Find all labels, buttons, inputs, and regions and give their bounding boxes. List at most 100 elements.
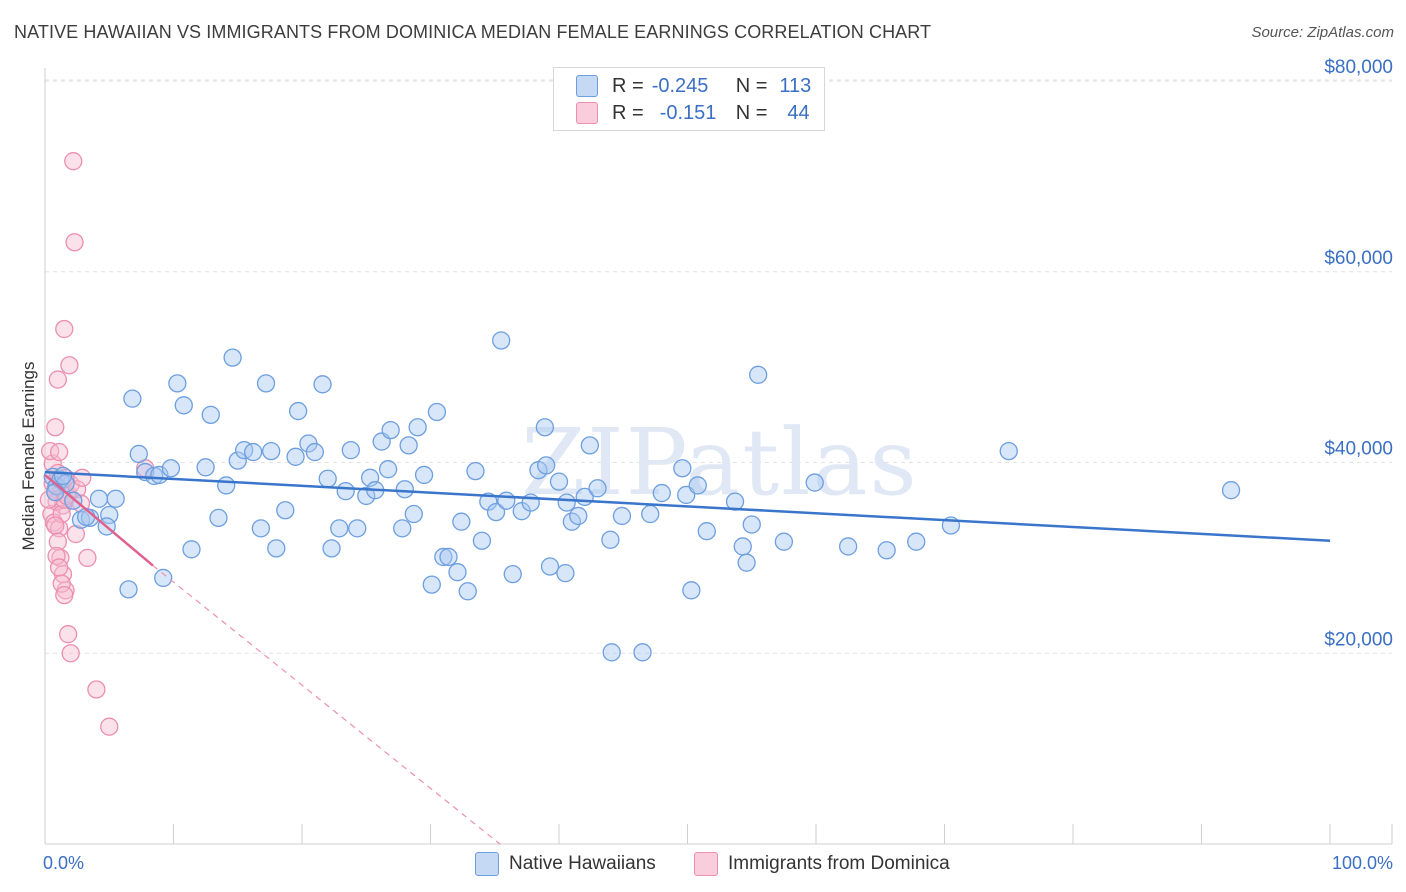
native-hawaiian-point: [427, 402, 447, 422]
n-value: 113: [779, 74, 812, 97]
native-hawaiian-point: [588, 479, 607, 498]
n-value: 44: [787, 101, 810, 124]
native-hawaiian-point: [414, 465, 434, 485]
native-hawaiian-point: [168, 374, 187, 393]
legend-row-dominica: R = -0.151 N = 44: [576, 100, 810, 126]
native-hawaiian-point: [749, 365, 768, 384]
n-label: N =: [735, 74, 768, 97]
native-hawaiian-point: [688, 476, 707, 495]
native-hawaiian-point: [733, 537, 752, 556]
native-hawaiian-point: [106, 489, 125, 508]
native-hawaiian-point: [580, 436, 599, 455]
native-hawaiian-point: [877, 541, 896, 560]
native-hawaiian-point: [154, 568, 173, 588]
dominica-point: [67, 480, 87, 499]
legend-label: Native Hawaiians: [509, 853, 656, 874]
dominica-trendline: [44, 473, 154, 567]
native-hawaiian-point: [999, 441, 1018, 461]
native-hawaiian-point: [486, 502, 506, 522]
native-hawaiian-point: [123, 389, 142, 408]
native-hawaiian-point: [161, 459, 181, 478]
pink-swatch-icon: [694, 852, 718, 876]
native-hawaiian-point: [244, 442, 263, 462]
native-hawaiian-point: [129, 444, 148, 464]
r-value: -0.245: [651, 74, 709, 97]
native-hawaiian-point: [209, 508, 228, 527]
native-hawaiian-point: [251, 519, 271, 538]
native-hawaiian-point: [404, 504, 423, 524]
native-hawaiian-point: [262, 441, 281, 461]
blue-swatch-icon: [475, 852, 499, 876]
native-hawaiian-point: [322, 539, 341, 558]
native-hawaiian-point: [448, 563, 467, 582]
native-hawaiian-point: [286, 447, 305, 466]
blue-swatch-icon: [576, 75, 598, 97]
y-tick-label: $60,000: [1324, 248, 1393, 269]
native-hawaiian-point: [196, 458, 215, 477]
dominica-point: [46, 418, 65, 437]
native-hawaiian-point: [71, 510, 91, 529]
dominica-point: [46, 516, 65, 535]
native-hawaiian-point: [472, 531, 492, 550]
source-label: Source: ZipAtlas.com: [1251, 24, 1394, 41]
dominica-point: [66, 524, 85, 544]
native-hawaiian-point: [497, 491, 516, 510]
native-hawaiian-point: [537, 456, 556, 475]
correlation-legend: R = -0.245 N = 113 R = -0.151 N = 44: [553, 67, 825, 131]
native-hawaiian-point: [408, 418, 427, 437]
native-hawaiian-point: [174, 396, 193, 415]
native-hawaiian-point: [217, 476, 236, 495]
native-hawaiian-point: [305, 442, 325, 462]
dominica-point: [52, 504, 71, 524]
native-hawaiian-point: [381, 420, 400, 440]
native-hawaiian-point: [601, 530, 620, 549]
dominica-point: [61, 644, 80, 663]
native-hawaiian-point: [100, 505, 119, 525]
dominica-point: [49, 558, 69, 577]
native-hawaiian-trendline: [44, 470, 1331, 542]
native-hawaiian-point: [256, 374, 276, 393]
native-hawaiian-point: [633, 643, 652, 662]
native-hawaiian-point: [492, 331, 511, 350]
dominica-point: [87, 680, 106, 699]
native-hawaiian-point: [348, 519, 367, 538]
native-hawaiian-point: [336, 481, 355, 501]
native-hawaiian-point: [313, 375, 332, 394]
native-hawaiian-point: [557, 493, 576, 512]
native-hawaiian-point: [774, 532, 794, 551]
legend-item-dominica: Immigrants from Dominica: [694, 852, 950, 876]
native-hawaiian-point: [697, 522, 716, 541]
native-hawaiian-point: [235, 440, 254, 460]
r-value: -0.151: [659, 101, 717, 124]
native-hawaiian-point: [503, 564, 522, 584]
native-hawaiian-point: [452, 512, 471, 531]
watermark: ZIPatlas: [521, 409, 918, 516]
native-hawaiian-point: [276, 501, 295, 520]
dominica-point: [52, 574, 71, 593]
native-hawaiian-point: [682, 581, 701, 600]
native-hawaiian-point: [742, 515, 761, 534]
y-axis-label: Median Female Earnings: [19, 362, 38, 551]
native-hawaiian-point: [652, 483, 671, 503]
pink-swatch-icon: [576, 102, 598, 124]
native-hawaiian-point: [182, 540, 201, 559]
native-hawaiian-point: [46, 482, 65, 502]
dominica-trendline-extension: [152, 565, 501, 845]
native-hawaiian-point: [330, 519, 349, 538]
dominica-point: [58, 625, 78, 644]
native-hawaiian-point: [228, 451, 247, 470]
native-hawaiian-point: [393, 519, 412, 538]
native-hawaiian-point: [399, 436, 418, 455]
native-hawaiian-point: [540, 557, 560, 576]
dominica-point: [65, 233, 84, 252]
native-hawaiian-point: [641, 504, 660, 524]
native-hawaiian-point: [466, 461, 485, 481]
native-hawaiian-point: [341, 440, 360, 460]
native-hawaiian-point: [805, 473, 824, 492]
dominica-point: [48, 370, 67, 389]
native-hawaiian-point: [612, 506, 632, 526]
x-tick-label-max: 100.0%: [1332, 853, 1393, 873]
dominica-point: [47, 546, 66, 566]
native-hawaiian-point: [89, 489, 109, 508]
